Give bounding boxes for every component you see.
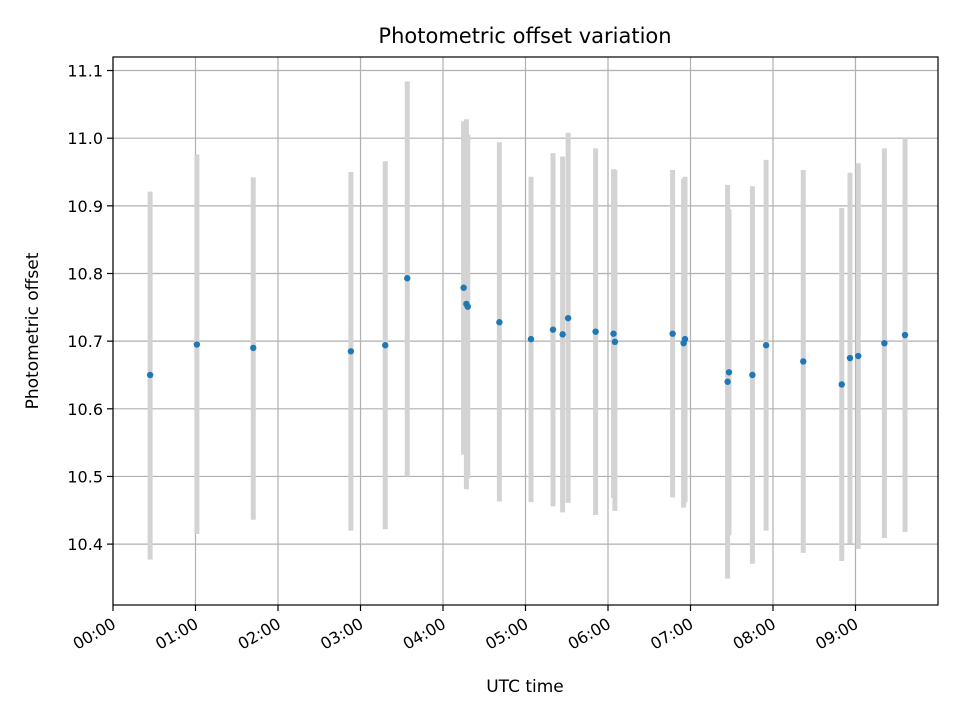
data-point — [610, 330, 617, 337]
data-point — [724, 378, 731, 385]
data-point — [564, 314, 572, 322]
y-tick-label: 10.5 — [67, 467, 103, 486]
data-point — [146, 371, 154, 379]
data-point — [855, 352, 862, 360]
data-point — [800, 358, 807, 365]
data-point — [404, 275, 411, 282]
data-point — [559, 331, 566, 338]
grid — [112, 57, 938, 605]
y-tick-label: 10.9 — [67, 197, 103, 216]
data-point — [250, 344, 257, 352]
data-point — [382, 342, 389, 349]
y-tick-label: 10.6 — [67, 400, 103, 419]
data-point — [592, 328, 599, 335]
y-tick-label: 10.8 — [67, 264, 103, 283]
data-point — [611, 338, 619, 346]
data-point — [464, 303, 471, 310]
data-point — [681, 335, 689, 343]
data-point — [762, 342, 770, 349]
data-point — [347, 348, 355, 355]
y-tick-label: 10.4 — [67, 535, 103, 554]
data-point — [460, 284, 467, 291]
y-tick-label: 10.7 — [67, 332, 103, 351]
data-point — [881, 339, 888, 347]
data-point — [549, 326, 557, 333]
data-point — [725, 369, 733, 376]
data-point — [901, 331, 909, 339]
y-tick-label: 11.1 — [67, 62, 103, 81]
data-points — [146, 275, 909, 388]
data-point — [496, 319, 503, 326]
data-point — [193, 341, 201, 348]
data-point — [749, 371, 756, 379]
chart-title: Photometric offset variation — [378, 24, 671, 48]
y-axis-label: Photometric offset — [23, 252, 43, 409]
y-tick-label: 11.0 — [67, 129, 103, 148]
data-point — [527, 335, 535, 343]
x-axis-label: UTC time — [486, 677, 564, 697]
data-point — [669, 330, 676, 337]
data-point — [838, 381, 845, 388]
data-point — [846, 354, 854, 362]
y-axis-ticks: 10.4 10.5 10.6 10.7 10.8 10.9 11.0 11.1 — [67, 62, 113, 554]
